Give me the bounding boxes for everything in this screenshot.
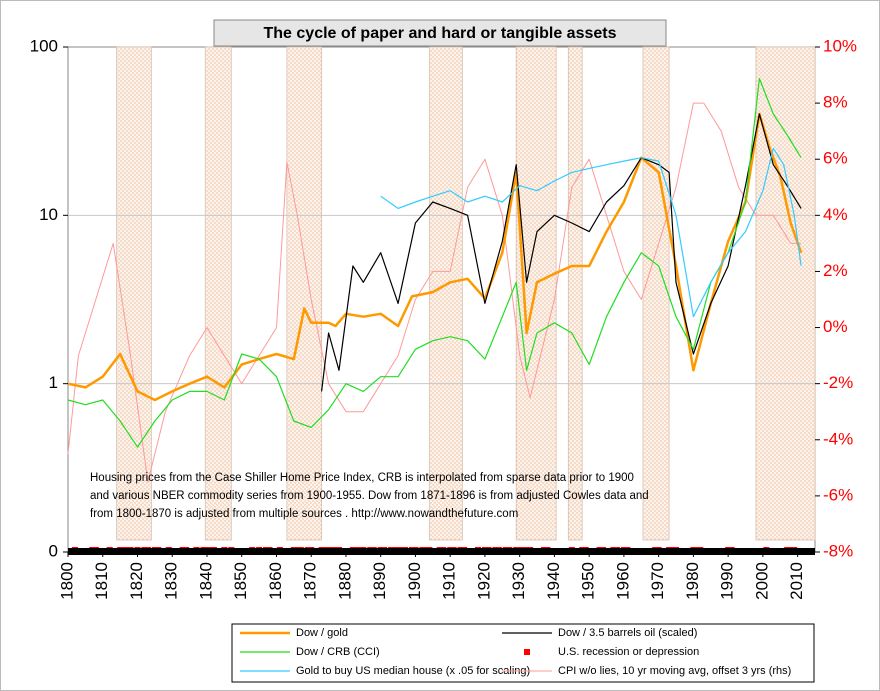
shaded-period (116, 46, 152, 541)
x-tick-label: 1810 (92, 562, 111, 600)
x-tick-label: 1980 (683, 562, 702, 600)
x-tick-label: 1990 (718, 562, 737, 600)
x-tick-label: 1890 (370, 562, 389, 600)
annotation: from 1800-1870 is adjusted from multiple… (90, 508, 518, 520)
series-line (321, 113, 802, 392)
series-line (67, 102, 802, 483)
annotation: Housing prices from the Case Shiller Hom… (90, 472, 634, 484)
legend-label: Dow / CRB (CCI) (296, 646, 380, 658)
x-tick-label: 2010 (787, 562, 806, 600)
y2-tick-label: 10% (823, 36, 857, 55)
y2-tick-label: 8% (823, 93, 848, 112)
series-line (380, 147, 802, 318)
x-tick-label: 2000 (752, 562, 771, 600)
shaded-period (567, 46, 583, 541)
x-axis-bar (68, 548, 815, 555)
y2-tick-label: -8% (823, 541, 853, 560)
x-tick-label: 1850 (231, 562, 250, 600)
legend (231, 623, 815, 683)
legend-label: Dow / 3.5 barrels oil (scaled) (558, 627, 697, 639)
legend-label: Dow / gold (296, 627, 348, 639)
x-tick-label: 1900 (405, 562, 424, 600)
title-box (213, 19, 667, 47)
y-tick-label: 10 (39, 205, 58, 224)
x-tick-label: 1930 (509, 562, 528, 600)
x-tick-label: 1910 (440, 562, 459, 600)
x-tick-label: 1970 (648, 562, 667, 600)
y2-tick-label: -4% (823, 429, 853, 448)
x-tick-label: 1830 (162, 562, 181, 600)
legend-label: CPI w/o lies, 10 yr moving avg, offset 3… (558, 665, 791, 677)
series-line (67, 77, 802, 448)
y2-tick-label: -2% (823, 373, 853, 392)
series-line (67, 112, 803, 402)
y-tick-label: 1 (49, 373, 58, 392)
x-tick-label: 1960 (613, 562, 632, 600)
legend-marker (524, 649, 530, 655)
shaded-period (204, 46, 232, 541)
y-tick-label: 0 (49, 541, 58, 560)
x-tick-label: 1920 (474, 562, 493, 600)
y2-tick-label: 6% (823, 149, 848, 168)
shaded-period (286, 46, 323, 541)
shaded-period (428, 46, 463, 541)
x-tick-label: 1940 (544, 562, 563, 600)
y2-tick-label: 4% (823, 205, 848, 224)
x-tick-label: 1860 (266, 562, 285, 600)
x-tick-label: 1950 (579, 562, 598, 600)
shaded-period (755, 46, 816, 541)
chart-title: The cycle of paper and hard or tangible … (264, 25, 617, 42)
legend-label: U.S. recession or depression (558, 646, 699, 658)
x-tick-label: 1800 (57, 562, 76, 600)
y-tick-label: 100 (30, 36, 58, 55)
shaded-period (642, 46, 670, 541)
y2-tick-label: 0% (823, 317, 848, 336)
x-tick-label: 1820 (127, 562, 146, 600)
annotation: and various NBER commodity series from 1… (90, 490, 649, 502)
y2-tick-label: 2% (823, 261, 848, 280)
x-tick-label: 1870 (301, 562, 320, 600)
legend-label: Gold to buy US median house (x .05 for s… (296, 665, 530, 677)
shaded-period (515, 46, 557, 541)
x-tick-label: 1840 (196, 562, 215, 600)
x-tick-label: 1880 (335, 562, 354, 600)
y2-tick-label: -6% (823, 485, 853, 504)
